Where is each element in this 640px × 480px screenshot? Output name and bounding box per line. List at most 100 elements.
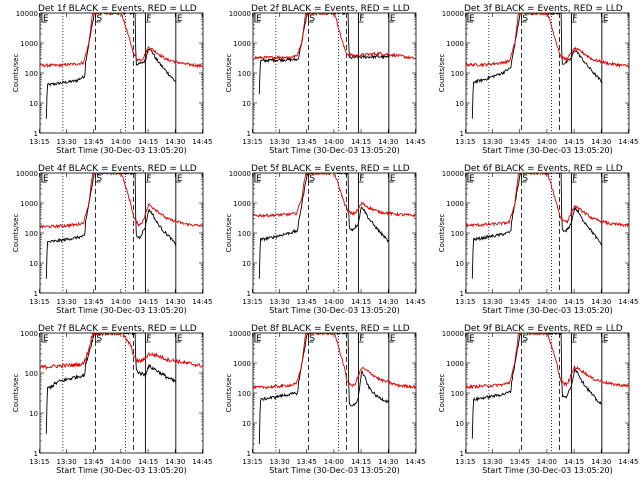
plot-data [253, 13, 416, 95]
x-tick-label: 13:15 [242, 138, 262, 146]
y-tick-label: 10 [242, 420, 251, 428]
x-tick-label: 14:15 [351, 138, 371, 146]
y-tick-label: 1000 [446, 360, 464, 368]
panel-title: Det 5f BLACK = Events, RED = LLD [251, 164, 410, 174]
plot-frame [39, 332, 204, 454]
x-axis-label: Start Time (30-Dec-03 13:05:20) [269, 146, 400, 155]
x-tick-label: 13:15 [29, 298, 49, 306]
y-tick-label: 10 [455, 260, 464, 268]
x-tick-label: 13:30 [482, 138, 502, 146]
f-marker-label: F [572, 334, 577, 344]
plot-frame [252, 332, 417, 454]
x-tick-label: 14:30 [591, 298, 611, 306]
series-events-line [258, 333, 390, 445]
x-tick-label: 13:15 [242, 298, 262, 306]
y-axis-label: Counts/sec [225, 374, 233, 413]
x-tick-label: 14:30 [165, 298, 185, 306]
y-tick-label: 10000 [229, 10, 251, 18]
y-tick-label: 100 [25, 230, 38, 238]
y-tick-label: 10000 [229, 170, 251, 178]
y-axis-label: Counts/sec [12, 214, 20, 253]
y-axis-label: Counts/sec [225, 54, 233, 93]
y-axis-label: Counts/sec [12, 374, 20, 413]
start-e-marker-label: E [43, 14, 49, 24]
s-marker-label: S [309, 174, 315, 184]
panel-title: Det 3f BLACK = Events, RED = LLD [464, 4, 623, 14]
x-axis-label: Start Time (30-Dec-03 13:05:20) [482, 146, 613, 155]
x-tick-label: 13:30 [482, 458, 502, 466]
start-e-marker-label: E [469, 14, 475, 24]
start-e-marker-label: E [43, 174, 49, 184]
y-tick-label: 10000 [442, 170, 464, 178]
start-e-marker-label: E [43, 334, 49, 344]
plot-data [253, 173, 416, 279]
y-tick-label: 1000 [233, 40, 251, 48]
x-tick-label: 14:15 [351, 458, 371, 466]
x-tick-label: 13:30 [56, 458, 76, 466]
x-tick-label: 14:45 [192, 458, 212, 466]
s-marker-label: S [309, 334, 315, 344]
end-e-marker-label: E [177, 174, 183, 184]
f-marker-label: F [359, 174, 364, 184]
x-tick-label: 14:30 [591, 138, 611, 146]
y-axis-label: Counts/sec [438, 54, 446, 93]
x-axis-label: Start Time (30-Dec-03 13:05:20) [269, 466, 400, 475]
series-events-line [471, 173, 603, 279]
y-tick-label: 1000 [20, 200, 38, 208]
x-tick-label: 14:45 [192, 298, 212, 306]
panel-title: Det 4f BLACK = Events, RED = LLD [38, 164, 197, 174]
x-tick-label: 13:15 [29, 458, 49, 466]
x-tick-label: 13:45 [297, 458, 317, 466]
y-axis-label: Counts/sec [438, 374, 446, 413]
x-tick-label: 14:00 [537, 138, 557, 146]
end-e-marker-label: E [603, 174, 609, 184]
detector-panel-1: Det 1f BLACK = Events, RED = LLD 1 10 100 10… [12, 4, 212, 155]
y-tick-label: 10 [455, 100, 464, 108]
x-tick-label: 13:30 [482, 298, 502, 306]
f-marker-label: F [359, 334, 364, 344]
x-axis-label: Start Time (30-Dec-03 13:05:20) [269, 306, 400, 315]
x-tick-label: 14:30 [378, 298, 398, 306]
series-lld-line [40, 13, 203, 69]
y-tick-label: 1 [247, 450, 251, 458]
x-tick-label: 14:45 [405, 458, 425, 466]
start-e-marker-label: E [256, 334, 262, 344]
x-tick-label: 14:15 [564, 298, 584, 306]
x-tick-label: 14:00 [111, 298, 131, 306]
y-tick-label: 10000 [16, 10, 38, 18]
y-tick-label: 1 [34, 290, 38, 298]
x-tick-label: 13:15 [455, 298, 475, 306]
s-marker-label: S [522, 14, 528, 24]
x-tick-label: 13:45 [84, 298, 104, 306]
y-tick-label: 1 [247, 130, 251, 138]
end-e-marker-label: E [390, 14, 396, 24]
f-marker-label: F [146, 14, 151, 24]
y-tick-label: 1000 [233, 200, 251, 208]
x-tick-label: 14:00 [324, 298, 344, 306]
x-tick-label: 14:30 [165, 458, 185, 466]
x-tick-label: 13:45 [297, 138, 317, 146]
start-e-marker-label: E [469, 174, 475, 184]
detector-panel-6: Det 6f BLACK = Events, RED = LLD 1 10 100 10… [438, 164, 638, 315]
y-tick-label: 100 [25, 370, 38, 378]
x-tick-label: 13:30 [269, 138, 289, 146]
series-lld-line [466, 333, 629, 390]
x-tick-label: 14:00 [111, 138, 131, 146]
end-e-marker-label: E [390, 174, 396, 184]
s-marker-label: S [96, 174, 102, 184]
x-tick-label: 13:30 [269, 298, 289, 306]
x-tick-label: 13:45 [510, 138, 530, 146]
y-axis-label: Counts/sec [438, 214, 446, 253]
y-tick-label: 100 [451, 230, 464, 238]
panel-title: Det 1f BLACK = Events, RED = LLD [38, 4, 197, 14]
x-tick-label: 14:00 [324, 458, 344, 466]
plot-frame [465, 332, 630, 454]
f-marker-label: F [359, 14, 364, 24]
y-tick-label: 1 [460, 290, 464, 298]
plot-frame [465, 172, 630, 294]
y-tick-label: 10000 [442, 10, 464, 18]
x-tick-label: 13:45 [297, 298, 317, 306]
end-e-marker-label: E [603, 334, 609, 344]
s-marker-label: S [96, 334, 102, 344]
f-marker-label: F [146, 334, 151, 344]
